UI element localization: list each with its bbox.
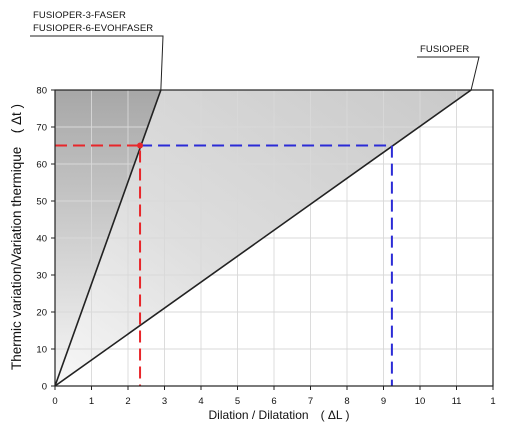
x-tick-label: 5 [235,396,240,407]
x-tick-label: 10 [415,396,426,407]
reference-line-blue [140,144,393,386]
x-tick-label: 4 [198,396,203,407]
x-tick-label: 6 [271,396,276,407]
y-axis-label: Thermic variation/Variation thermique ( … [9,104,24,370]
y-tick-label: 70 [36,123,47,134]
reference-lines [55,142,393,386]
y-tick-label: 50 [36,197,47,208]
y-tick-label: 20 [36,308,47,319]
y-tick-label: 40 [36,234,47,245]
grid [55,90,493,386]
reference-line-red [55,144,142,386]
x-tick-label: 1 [490,396,495,407]
annotations: FUSIOPER-3-FASER FUSIOPER-6-EVOHFASER FU… [33,10,469,55]
x-tick-label: 3 [162,396,167,407]
x-tick-label: 9 [381,396,386,407]
x-axis-label: Dilation / Dilatation ( ΔL ) [209,408,350,422]
x-tick-label: 0 [52,396,57,407]
x-tick-label: 11 [452,396,462,407]
series-line-fusioper [54,89,472,387]
y-tick-label: 80 [36,86,47,97]
x-tick-label: 8 [344,396,349,407]
y-tick-label: 30 [36,271,47,282]
y-tick-label: 60 [36,160,47,171]
series-line-fusioper-3-faser [54,89,162,387]
plot-frame [51,89,494,390]
annotation-fusioper: FUSIOPER [420,44,469,55]
reference-point-marker [137,142,144,149]
y-tick-label: 10 [36,345,47,356]
x-tick-label: 1 [89,396,94,407]
series-lines [30,35,480,387]
annotation-fusioper-3-faser: FUSIOPER-3-FASER [33,10,126,21]
y-tick-label: 0 [42,382,47,393]
x-tick-label: 7 [308,396,313,407]
annotation-leader-fusioper [417,56,480,91]
annotation-leader-fusioper-3-faser [30,35,164,91]
x-tick-label: 2 [125,396,130,407]
annotation-fusioper-6-evohfaser: FUSIOPER-6-EVOHFASER [33,23,153,34]
